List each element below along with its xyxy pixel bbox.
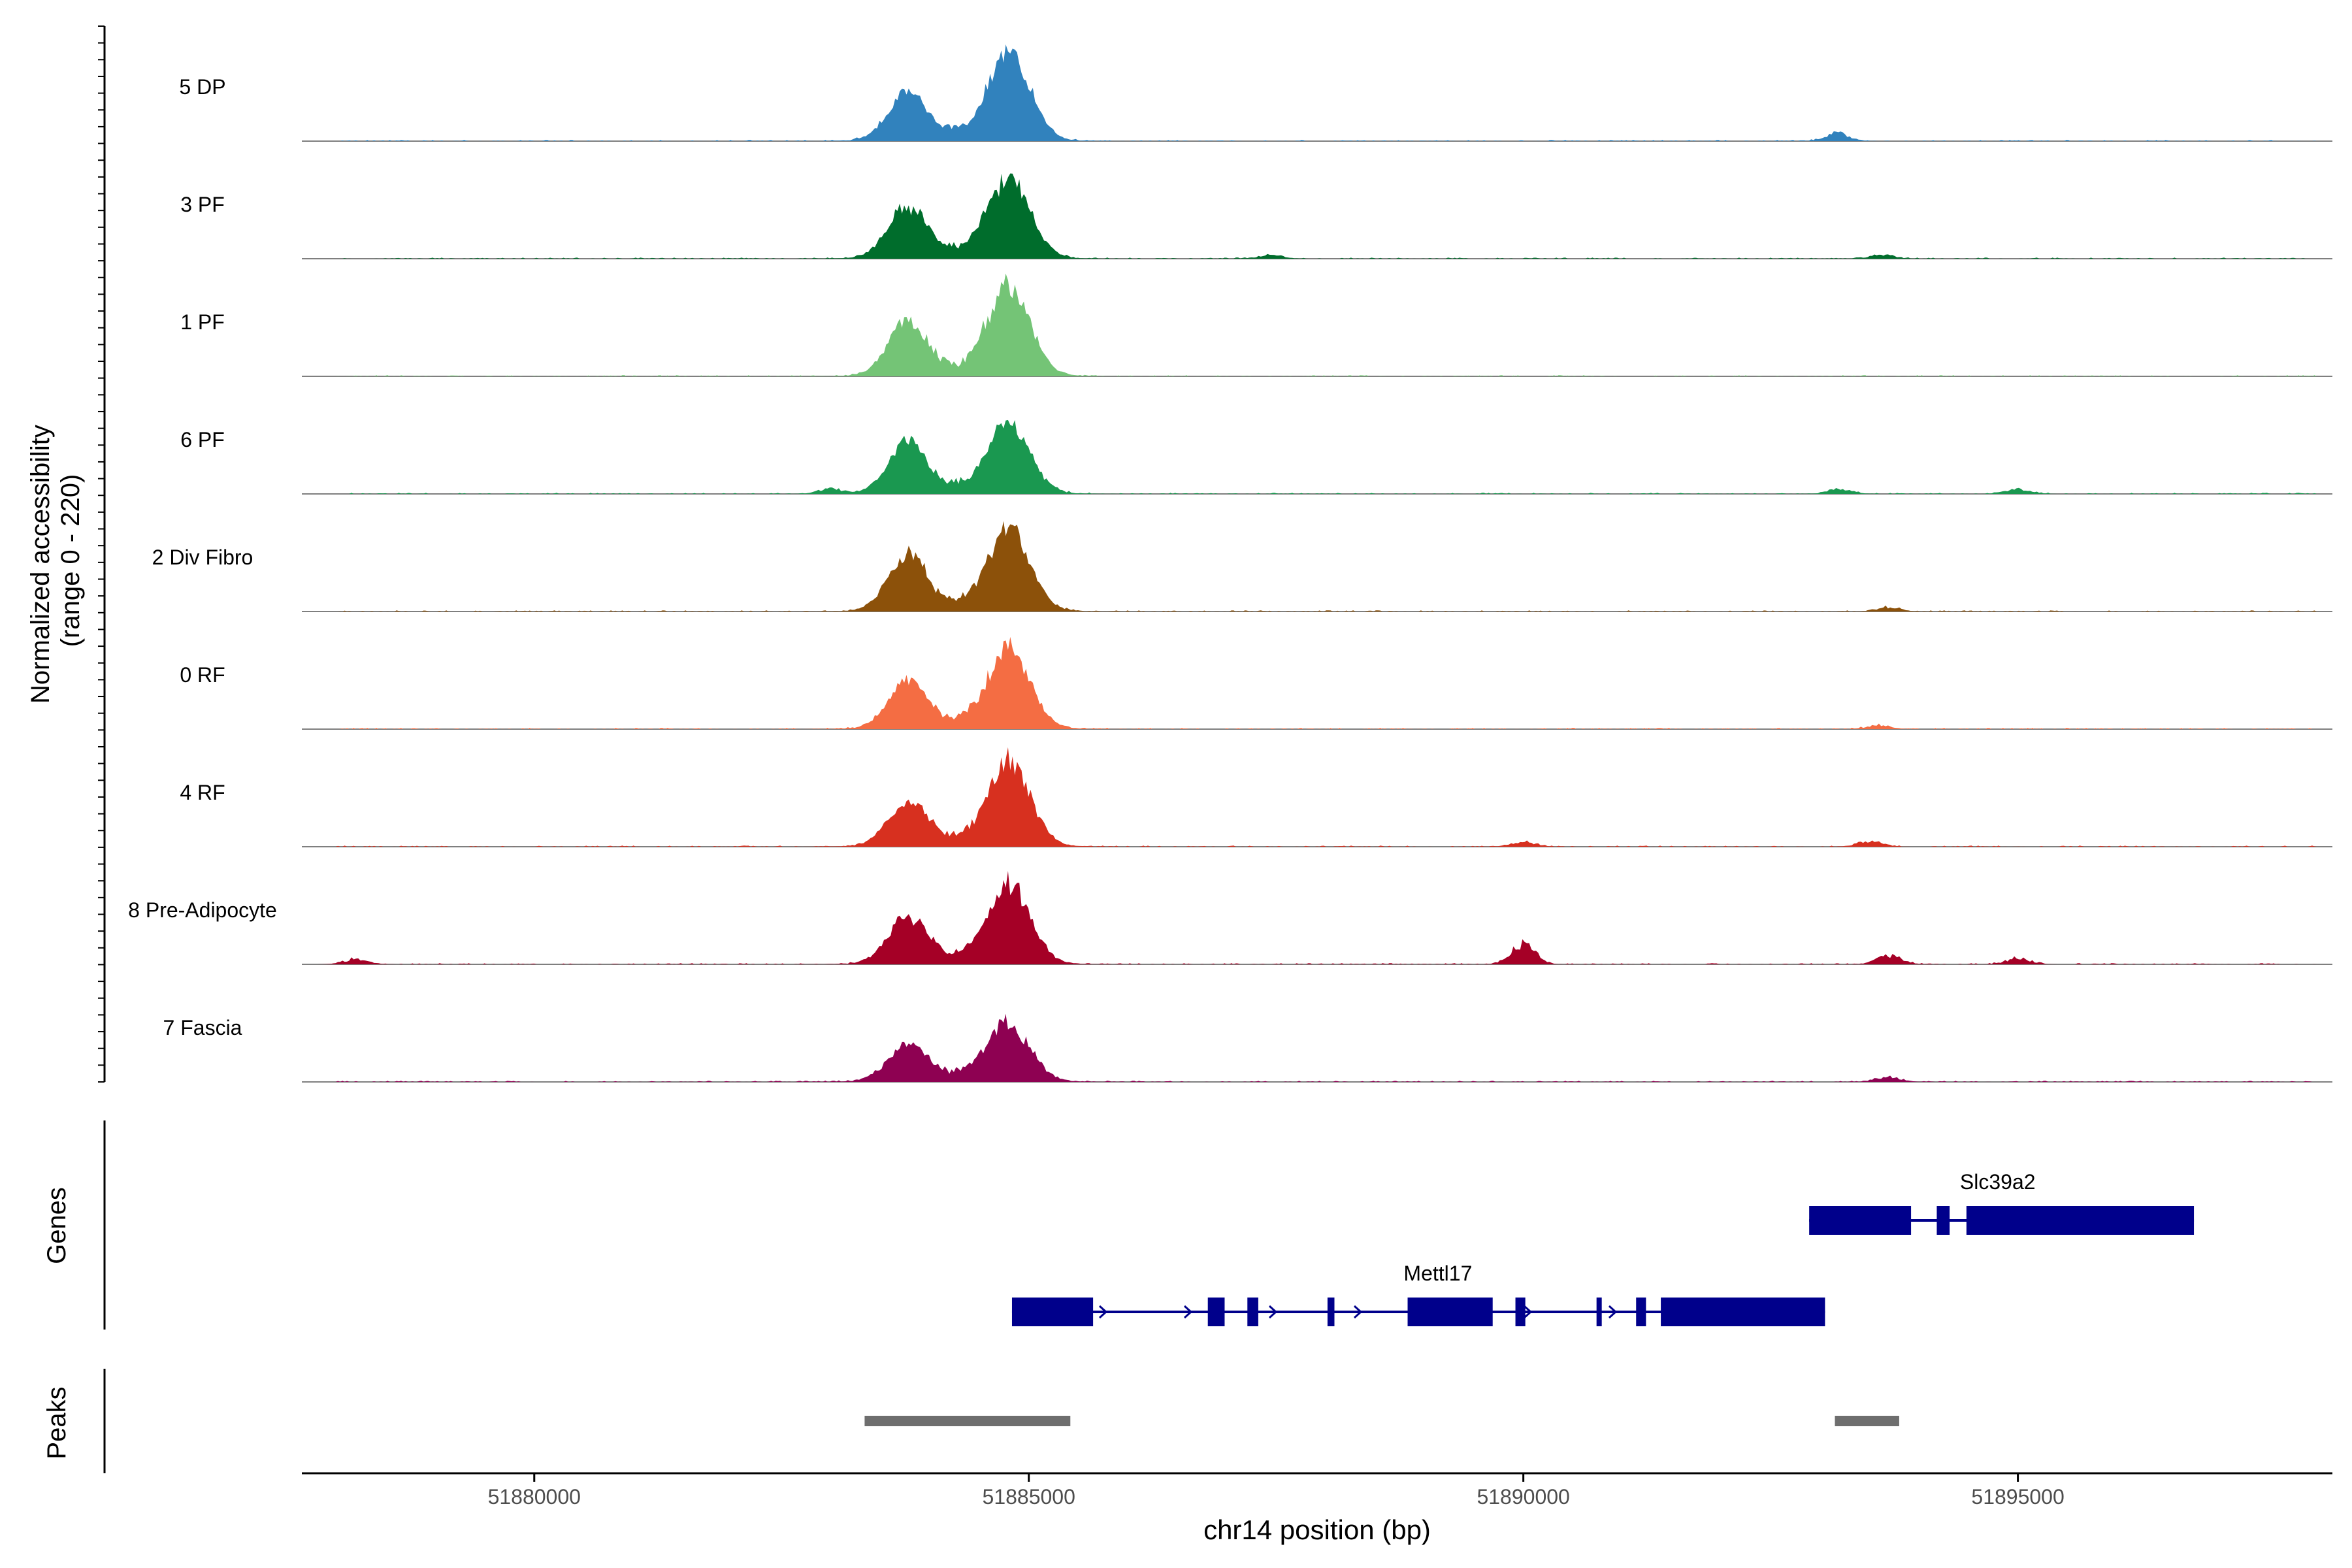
strand-arrow — [1183, 1305, 1193, 1319]
coverage-area-4-rf — [302, 747, 2332, 847]
gene-exon — [1327, 1298, 1335, 1326]
coverage-area-7-fascia — [302, 1013, 2332, 1082]
track-label: 7 Fascia — [163, 1016, 242, 1039]
y-axis-label: Normalized accessibility (range 0 - 220) — [26, 417, 85, 704]
coverage-area-8-pre-adipocyte — [302, 871, 2332, 964]
genes-panel: Slc39a2 Mettl17 — [103, 1120, 2195, 1330]
gene-name-label: Mettl17 — [1403, 1262, 1472, 1285]
strand-arrow — [1098, 1305, 1108, 1319]
coverage-area-1-pf — [302, 273, 2332, 376]
gene-exon — [1936, 1206, 1950, 1235]
coverage-area-2-div-fibro — [302, 521, 2332, 612]
strand-arrow — [1608, 1305, 1618, 1319]
track-label: 1 PF — [180, 310, 225, 334]
track-label: 4 RF — [180, 781, 225, 804]
coverage-area-6-pf — [302, 419, 2332, 494]
track-label: 0 RF — [180, 663, 225, 687]
x-tick-label: 51880000 — [488, 1485, 581, 1509]
gene-exon — [1011, 1298, 1094, 1326]
coverage-tracks: 5 DP 3 PF 1 PF 6 PF 2 Div Fibro 0 RF 4 RF 8 Pre… — [98, 25, 2332, 1083]
gene-name-label: Slc39a2 — [1960, 1170, 2036, 1194]
x-tick-label: 51885000 — [983, 1485, 1075, 1509]
gene-exon — [1247, 1298, 1258, 1326]
peaks-panel-label: Peaks — [42, 1386, 71, 1459]
gene-exon — [1515, 1298, 1526, 1326]
peak-region — [1835, 1416, 1899, 1426]
track-label: 5 DP — [179, 75, 225, 99]
peak-region — [864, 1416, 1071, 1426]
gene-exon — [1966, 1206, 2195, 1235]
x-axis: 51880000 51885000 51890000 51895000 — [302, 1472, 2332, 1509]
gene-exon — [1636, 1298, 1646, 1326]
strand-arrow — [1523, 1305, 1533, 1319]
gene-exon — [1661, 1298, 1825, 1326]
gene-exon — [1407, 1298, 1493, 1326]
x-tick-label: 51890000 — [1477, 1485, 1569, 1509]
strand-arrow — [1268, 1305, 1278, 1319]
coverage-area-3-pf — [302, 173, 2332, 259]
genes-panel-label: Genes — [42, 1187, 71, 1264]
x-tick-label: 51895000 — [1971, 1485, 2064, 1509]
track-label: 2 Div Fibro — [152, 546, 253, 569]
x-axis-label: chr14 position (bp) — [1203, 1514, 1431, 1545]
gene-exon — [1809, 1206, 1912, 1235]
coverage-area-0-rf — [302, 636, 2332, 729]
coverage-area-5-dp — [302, 44, 2332, 141]
track-label: 3 PF — [180, 193, 225, 216]
gene-exon — [1207, 1298, 1225, 1326]
gene-exon — [1596, 1298, 1602, 1326]
strand-arrow — [1353, 1305, 1363, 1319]
track-label: 8 Pre-Adipocyte — [128, 898, 277, 922]
track-label: 6 PF — [180, 428, 225, 451]
peaks-panel — [103, 1369, 1899, 1473]
